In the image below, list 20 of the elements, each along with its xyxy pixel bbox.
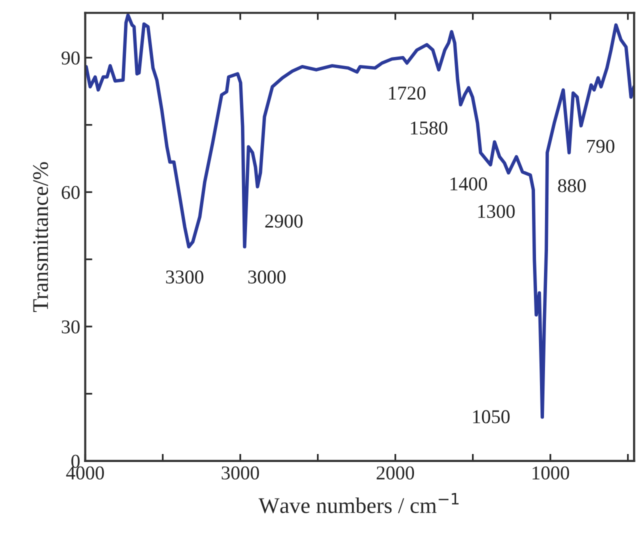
annotation: 790 (587, 140, 614, 153)
annotation: 1050 (473, 410, 510, 424)
annotation: 1300 (478, 204, 515, 218)
annotation: 880 (558, 179, 586, 192)
x-tick-label: 4000 (66, 466, 104, 480)
annotation: 2900 (265, 214, 303, 228)
annotation: 3000 (248, 270, 286, 284)
y-tick-label: 90 (62, 51, 80, 65)
x-tick-label: 1000 (532, 466, 570, 480)
x-tick-label: 2000 (376, 466, 414, 480)
x-tick-label: 3000 (222, 466, 259, 480)
y-tick-label: 60 (62, 186, 80, 200)
y-axis-title: Transmittance/% (33, 162, 48, 312)
annotation: 3300 (166, 270, 204, 284)
y-tick-label: 0 (71, 454, 80, 468)
x-axis-title: Wave numbers / cm$^{−1}$ (258, 493, 459, 514)
y-tick-label: 30 (62, 320, 80, 334)
annotation: 1580 (410, 121, 448, 135)
annotation: 1400 (450, 177, 487, 190)
annotation: 1720 (389, 86, 426, 100)
